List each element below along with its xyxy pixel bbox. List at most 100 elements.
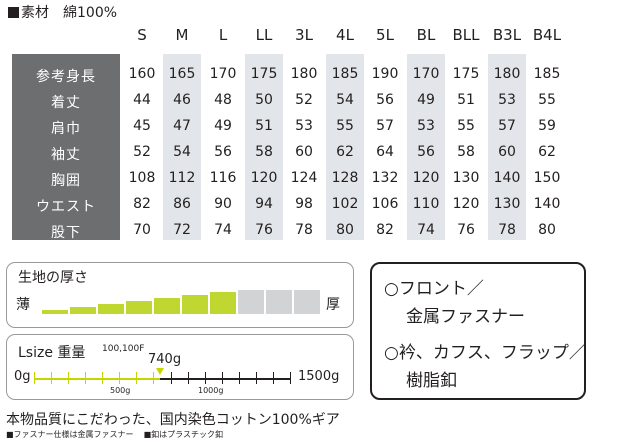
table-cell: 175 <box>250 66 278 82</box>
column-shade <box>245 54 283 240</box>
column-shade <box>163 54 201 240</box>
thickness-bar <box>266 290 292 314</box>
table-cell: 46 <box>173 92 191 108</box>
table-cell: 78 <box>295 222 313 238</box>
weight-marker-icon <box>156 368 164 375</box>
table-cell: 55 <box>336 118 354 134</box>
tagline: 本物品質にこだわった、国内染色コットン100%ギア <box>6 412 340 428</box>
thickness-bar <box>182 295 208 314</box>
table-cell: 57 <box>498 118 516 134</box>
feature-front: ○フロント／ <box>384 279 484 299</box>
table-cell: 102 <box>331 196 359 212</box>
size-header: BLL <box>452 26 480 44</box>
table-cell: 51 <box>255 118 273 134</box>
weight-value-label: 740g <box>148 352 182 367</box>
table-cell: 140 <box>493 170 521 186</box>
weight-tick <box>273 372 274 384</box>
table-cell: 130 <box>493 196 521 212</box>
weight-max-label: 1500g <box>298 369 340 384</box>
table-cell: 110 <box>412 196 440 212</box>
weight-tick <box>171 372 172 384</box>
column-shade <box>326 54 364 240</box>
table-cell: 56 <box>214 144 232 160</box>
table-cell: 50 <box>255 92 273 108</box>
weight-scale-line <box>34 378 290 380</box>
weight-tick <box>256 372 257 384</box>
thickness-bar <box>154 298 180 314</box>
table-cell: 56 <box>417 144 435 160</box>
note-zipper: ■ファスナー仕様は金属ファスナー <box>6 430 134 439</box>
table-cell: 82 <box>376 222 394 238</box>
table-cell: 58 <box>457 144 475 160</box>
table-cell: 58 <box>255 144 273 160</box>
table-cell: 74 <box>214 222 232 238</box>
table-cell: 76 <box>457 222 475 238</box>
row-label: 股下 <box>51 225 81 241</box>
material-value: 綿100% <box>63 5 118 21</box>
table-cell: 160 <box>128 66 156 82</box>
table-cell: 48 <box>214 92 232 108</box>
table-cell: 59 <box>538 118 556 134</box>
table-cell: 76 <box>255 222 273 238</box>
weight-fill-line <box>34 378 160 380</box>
note-button: ■釦はプラスチック釦 <box>143 430 223 439</box>
table-cell: 55 <box>457 118 475 134</box>
thickness-bar <box>42 310 68 314</box>
table-cell: 64 <box>376 144 394 160</box>
size-header: B4L <box>532 26 562 44</box>
table-cell: 49 <box>214 118 232 134</box>
tick-500-label: 500g <box>110 386 131 395</box>
table-cell: 190 <box>371 66 399 82</box>
table-cell: 53 <box>417 118 435 134</box>
weight-tick <box>136 372 137 384</box>
table-cell: 86 <box>173 196 191 212</box>
table-cell: 62 <box>336 144 354 160</box>
table-cell: 106 <box>371 196 399 212</box>
table-cell: 52 <box>133 144 151 160</box>
column-shade <box>407 54 445 240</box>
table-cell: 51 <box>457 92 475 108</box>
weight-tick <box>34 372 35 384</box>
weight-min-label: 0g <box>14 369 31 384</box>
table-cell: 80 <box>336 222 354 238</box>
table-cell: 62 <box>538 144 556 160</box>
weight-tick <box>68 372 69 384</box>
row-label: ウエスト <box>36 199 96 215</box>
size-header: 4L <box>336 26 354 44</box>
size-header: BL <box>416 26 436 44</box>
row-label: 袖丈 <box>51 147 81 163</box>
table-cell: 140 <box>533 196 561 212</box>
table-cell: 185 <box>331 66 359 82</box>
table-cell: 52 <box>295 92 313 108</box>
table-cell: 60 <box>295 144 313 160</box>
size-header: L <box>218 26 228 44</box>
table-cell: 74 <box>417 222 435 238</box>
table-cell: 54 <box>336 92 354 108</box>
table-cell: 78 <box>498 222 516 238</box>
table-cell: 185 <box>533 66 561 82</box>
size-header: B3L <box>492 26 522 44</box>
thickness-bar <box>70 307 96 314</box>
weight-tick <box>153 372 154 384</box>
thickness-bar <box>126 301 152 314</box>
table-cell: 55 <box>538 92 556 108</box>
table-cell: 53 <box>295 118 313 134</box>
weight-tick <box>188 372 189 384</box>
size-header: LL <box>255 26 273 44</box>
feature-front-detail: 金属ファスナー <box>406 307 525 327</box>
weight-tick <box>102 372 103 384</box>
features-box <box>370 262 586 400</box>
column-shade <box>488 54 526 240</box>
weight-tick <box>51 372 52 384</box>
weight-tick <box>119 372 120 384</box>
feature-collar-detail: 樹脂釦 <box>406 371 457 391</box>
table-cell: 170 <box>412 66 440 82</box>
thickness-bar <box>98 304 124 314</box>
thin-label: 薄 <box>16 297 30 313</box>
table-cell: 130 <box>452 170 480 186</box>
table-cell: 150 <box>533 170 561 186</box>
table-cell: 165 <box>168 66 196 82</box>
table-cell: 54 <box>173 144 191 160</box>
table-cell: 120 <box>412 170 440 186</box>
weight-panel <box>6 334 354 400</box>
